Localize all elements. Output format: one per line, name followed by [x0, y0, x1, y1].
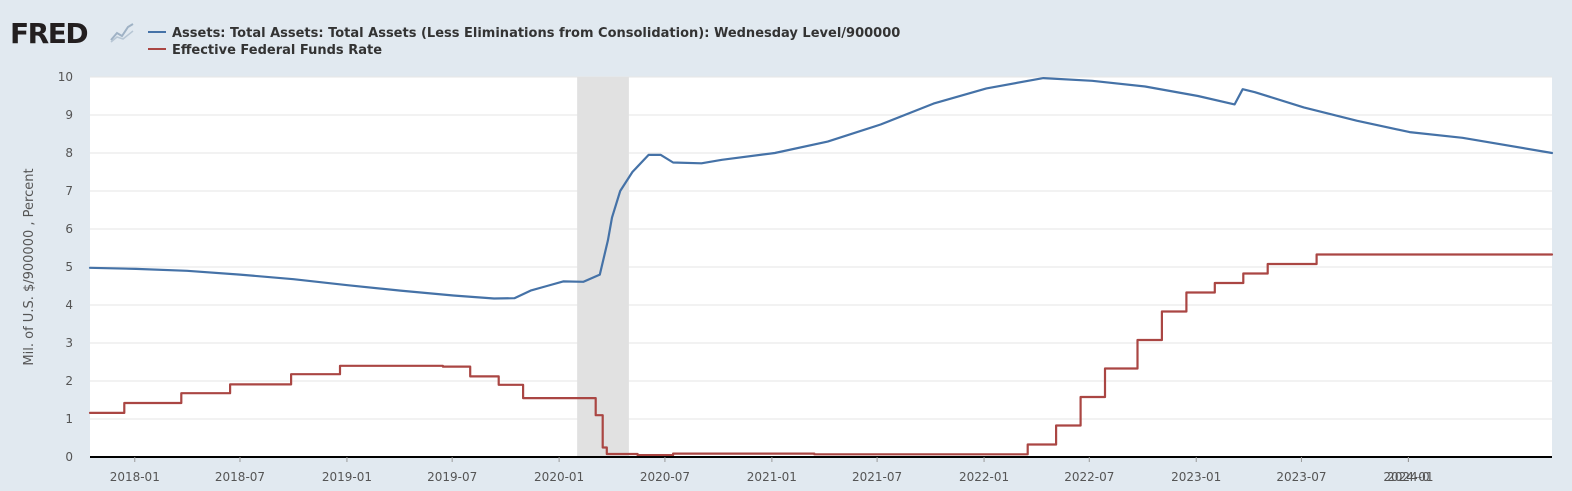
- legend-item-fedfunds[interactable]: Effective Federal Funds Rate: [148, 43, 382, 58]
- y-tick-label: 0: [65, 450, 73, 464]
- x-tick-label: 2022-07: [1064, 470, 1114, 484]
- x-tick-label: 2021-07: [852, 470, 902, 484]
- fred-logo-text: FRED: [10, 17, 87, 50]
- series-layer: [88, 77, 1554, 457]
- gridlines: [90, 76, 1552, 420]
- y-tick-label: 1: [65, 412, 73, 426]
- legend-item-assets[interactable]: Assets: Total Assets: Total Assets (Less…: [148, 26, 900, 41]
- y-tick-label: 4: [65, 298, 73, 312]
- y-tick-label: 7: [65, 184, 73, 198]
- x-tick-label: 2020-01: [534, 470, 584, 484]
- y-axis-label: Mil. of U.S. $/900000 , Percent: [22, 168, 37, 365]
- x-tick-label: 2018-01: [110, 470, 160, 484]
- x-tick-label: 2022-01: [959, 470, 1009, 484]
- x-tick-label: 2023-07: [1276, 470, 1326, 484]
- y-tick-label: 6: [65, 222, 73, 236]
- y-tick-label: 2: [65, 374, 73, 388]
- y-tick-label: 5: [65, 260, 73, 274]
- legend-label-assets: Assets: Total Assets: Total Assets (Less…: [172, 26, 900, 41]
- y-axis-ticks: 0 1 2 3 4 5 6 7 8 9 10: [58, 70, 73, 464]
- x-tick-label: 2021-01: [747, 470, 797, 484]
- x-tick-label: 2024-01: [1383, 470, 1433, 484]
- recession-shading: [577, 77, 629, 457]
- x-tick-label: 2018-07: [215, 470, 265, 484]
- legend-label-fedfunds: Effective Federal Funds Rate: [172, 43, 382, 58]
- x-tick-label: 2023-01: [1171, 470, 1221, 484]
- y-tick-label: 9: [65, 108, 73, 122]
- y-tick-label: 8: [65, 146, 73, 160]
- x-tick-label: 2019-07: [427, 470, 477, 484]
- x-tick-label: 2019-01: [322, 470, 372, 484]
- fred-logo[interactable]: FRED: [10, 17, 134, 50]
- x-tick-label: 2024-0: [1387, 470, 1430, 484]
- y-tick-label: 10: [58, 70, 73, 84]
- series-line-assets: [88, 77, 1554, 300]
- chart-line-icon: [110, 22, 134, 43]
- x-axis-ticks: 2018-01 2018-07 2019-01 2019-07 2020-01 2020-…: [110, 457, 1433, 484]
- y-tick-label: 3: [65, 336, 73, 350]
- legend: Assets: Total Assets: Total Assets (Less…: [148, 26, 900, 58]
- recession-band: [577, 77, 629, 457]
- x-tick-label: 2020-07: [640, 470, 690, 484]
- series-line-fedfunds: [88, 253, 1554, 457]
